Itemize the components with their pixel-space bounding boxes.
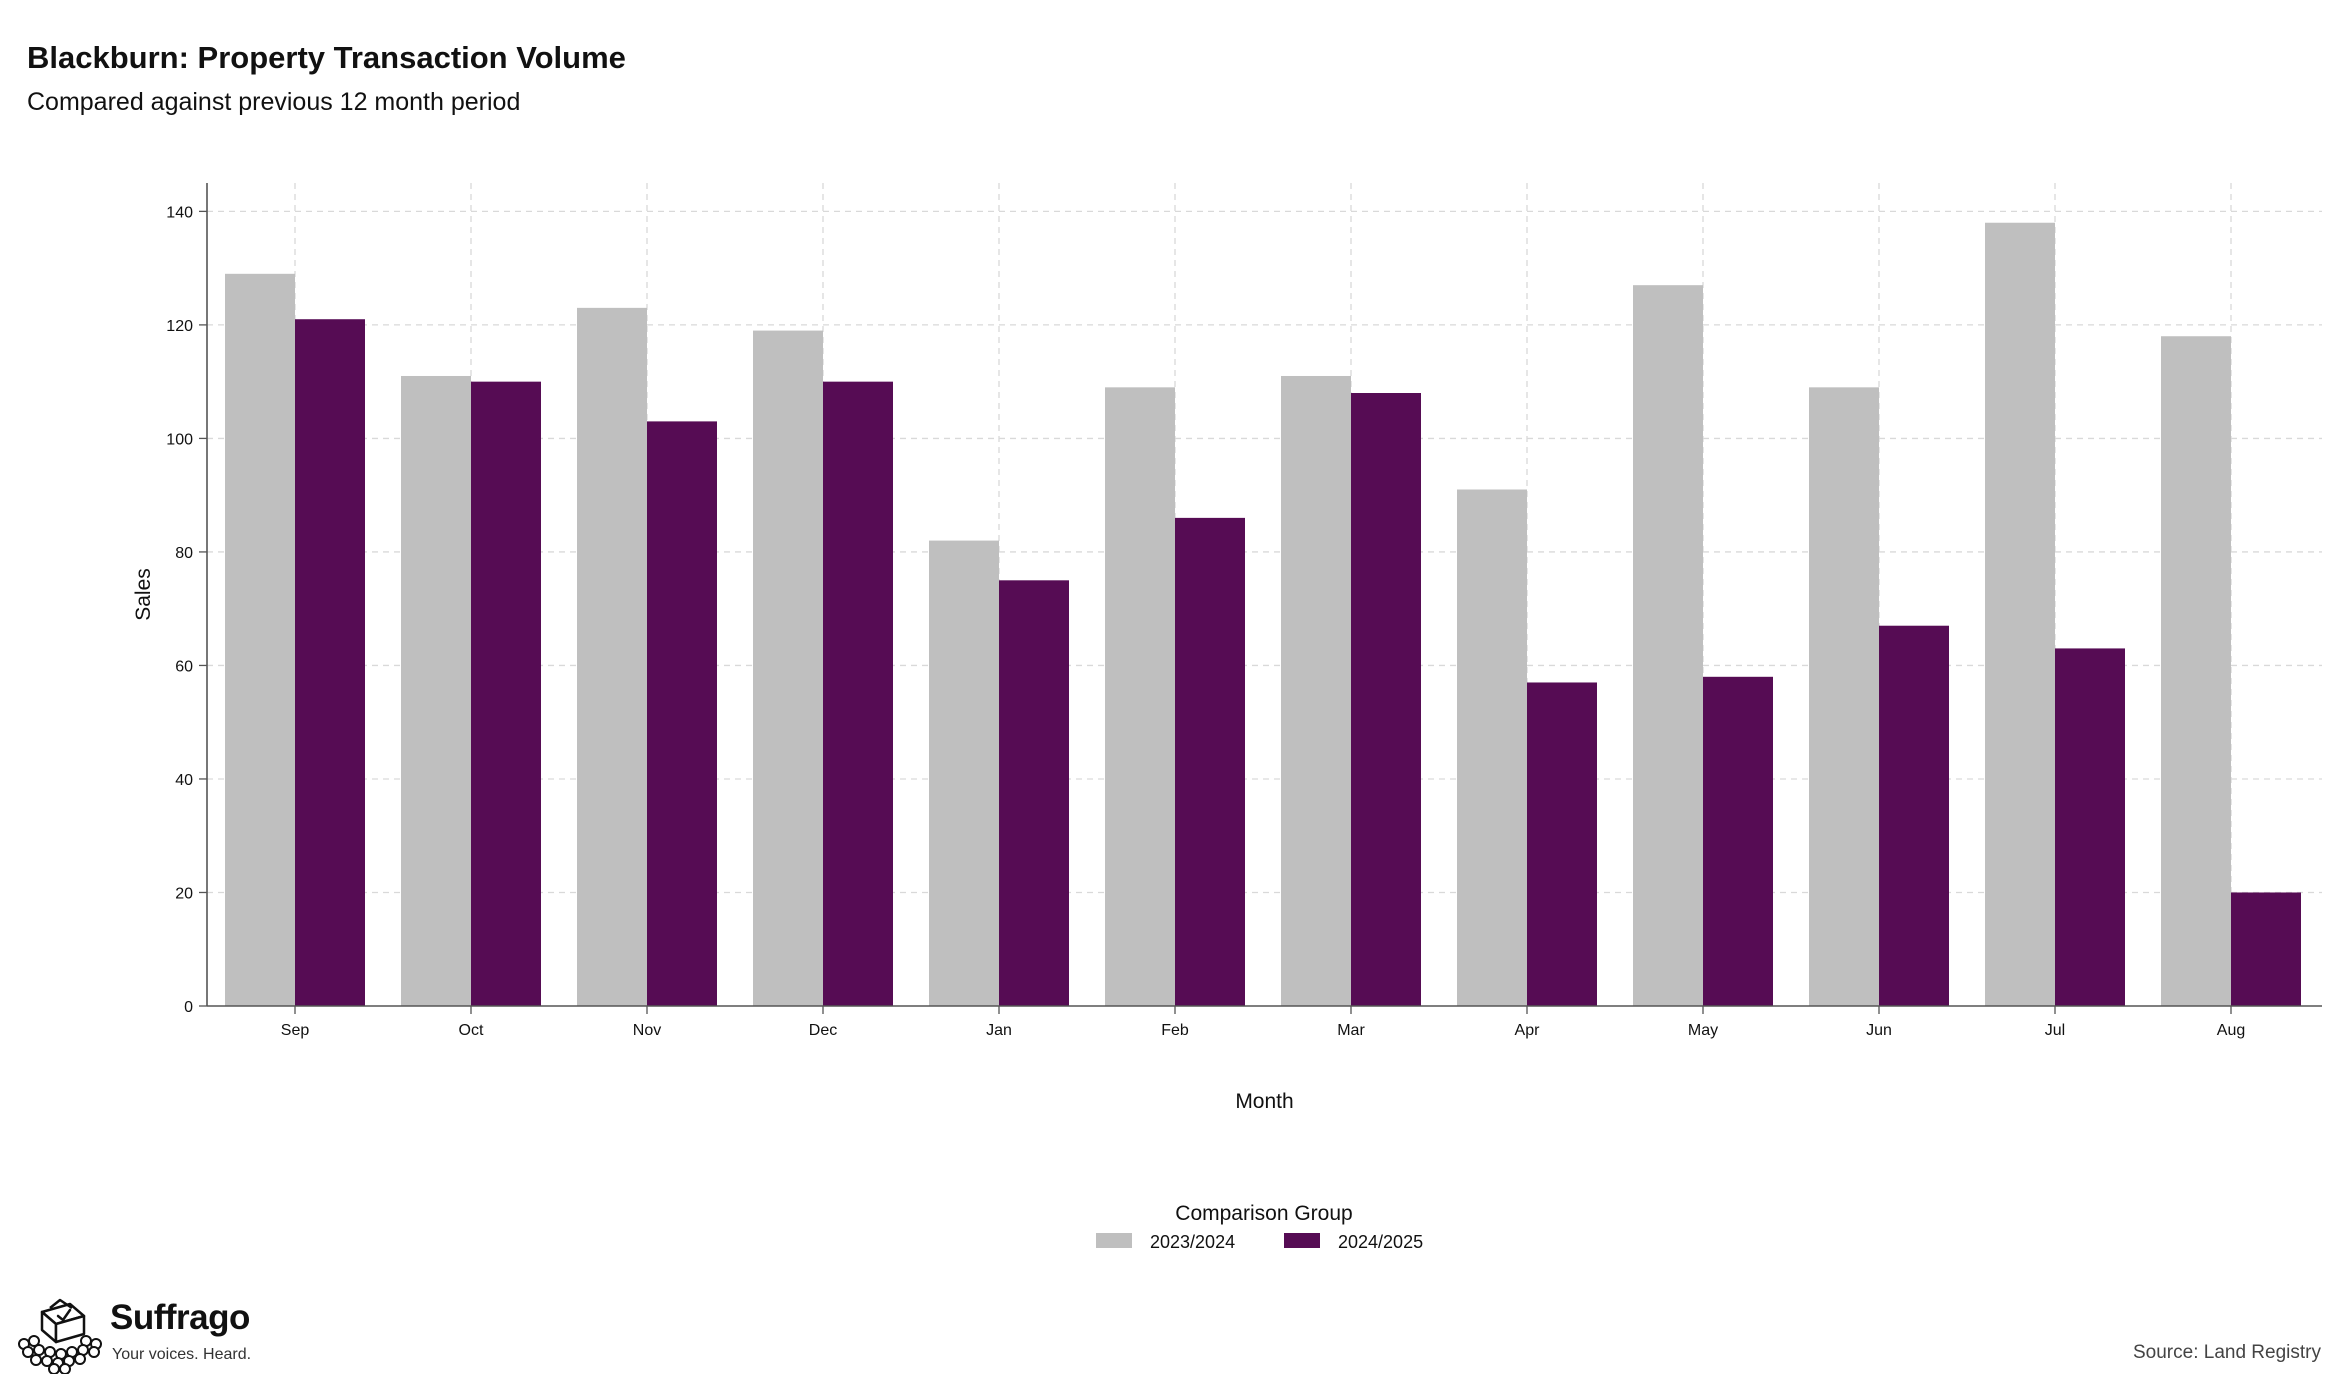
bar-2023-2024-aug (2161, 336, 2231, 1006)
bar-2024-2025-sep (295, 319, 365, 1006)
source-note: Source: Land Registry (2133, 1342, 2321, 1363)
y-tick-label: 140 (166, 204, 193, 221)
bar-2023-2024-oct (401, 375, 471, 1006)
bar-2024-2025-may (1703, 676, 1773, 1006)
x-tick-label: Apr (1515, 1022, 1541, 1039)
y-tick-label: 80 (175, 545, 193, 562)
legend: Comparison Group 2023/2024 2024/2025 (1096, 1202, 1423, 1252)
y-tick-label: 120 (166, 318, 193, 335)
bar-2023-2024-mar (1281, 375, 1351, 1006)
x-tick-label: Feb (1161, 1022, 1189, 1039)
bar-2024-2025-jul (2055, 648, 2125, 1006)
chart-title: Blackburn: Property Transaction Volume (27, 40, 626, 75)
bar-2024-2025-oct (471, 381, 541, 1007)
x-tick-label: May (1688, 1022, 1718, 1039)
brand-name: Suffrago (110, 1298, 250, 1337)
y-axis-title: Sales (132, 568, 155, 621)
bar-2024-2025-apr (1527, 682, 1597, 1006)
x-tick-label: Mar (1337, 1022, 1365, 1039)
bars (225, 222, 2301, 1007)
x-tick-label: Dec (809, 1022, 837, 1039)
bar-2023-2024-jun (1809, 387, 1879, 1006)
legend-label: 2023/2024 (1150, 1232, 1235, 1252)
x-tick-label: Jan (986, 1022, 1012, 1039)
bar-2023-2024-nov (577, 307, 647, 1006)
bar-2024-2025-aug (2231, 892, 2301, 1006)
legend-swatch (1284, 1233, 1320, 1248)
bar-2023-2024-jan (929, 540, 999, 1006)
x-tick-label: Jul (2045, 1022, 2065, 1039)
bar-2023-2024-apr (1457, 489, 1527, 1006)
x-tick-label: Oct (459, 1022, 484, 1039)
brand-tagline: Your voices. Heard. (112, 1346, 252, 1363)
bar-2024-2025-jun (1879, 625, 1949, 1006)
legend-label: 2024/2025 (1338, 1232, 1423, 1252)
x-tick-label: Sep (281, 1022, 310, 1039)
bar-2023-2024-dec (753, 330, 823, 1007)
x-tick-label: Jun (1866, 1022, 1892, 1039)
bar-2024-2025-nov (647, 421, 717, 1006)
bar-2024-2025-feb (1175, 517, 1245, 1006)
y-tick-label: 100 (166, 431, 193, 448)
bar-2023-2024-feb (1105, 387, 1175, 1006)
tick-labels: 0 20 40 60 80 100 120 140 Sep Oct Nov Dec Jan Feb Mar A… (166, 204, 2245, 1039)
bar-2023-2024-may (1633, 285, 1703, 1006)
bar-2023-2024-jul (1985, 222, 2055, 1007)
bar-2024-2025-mar (1351, 393, 1421, 1006)
chart-subtitle: Compared against previous 12 month perio… (27, 88, 521, 116)
suffrago-logo-icon (18, 1298, 102, 1374)
bar-2024-2025-jan (999, 580, 1069, 1006)
y-tick-label: 40 (175, 772, 193, 789)
bar-2023-2024-sep (225, 273, 295, 1006)
legend-title: Comparison Group (1175, 1202, 1352, 1225)
x-tick-label: Aug (2217, 1022, 2245, 1039)
axes (199, 183, 2322, 1014)
y-tick-label: 20 (175, 885, 193, 902)
x-axis-title: Month (1235, 1090, 1293, 1113)
y-tick-label: 60 (175, 658, 193, 675)
y-tick-label: 0 (184, 999, 193, 1016)
x-tick-label: Nov (633, 1022, 661, 1039)
bar-2024-2025-dec (823, 381, 893, 1007)
legend-swatch (1096, 1233, 1132, 1248)
